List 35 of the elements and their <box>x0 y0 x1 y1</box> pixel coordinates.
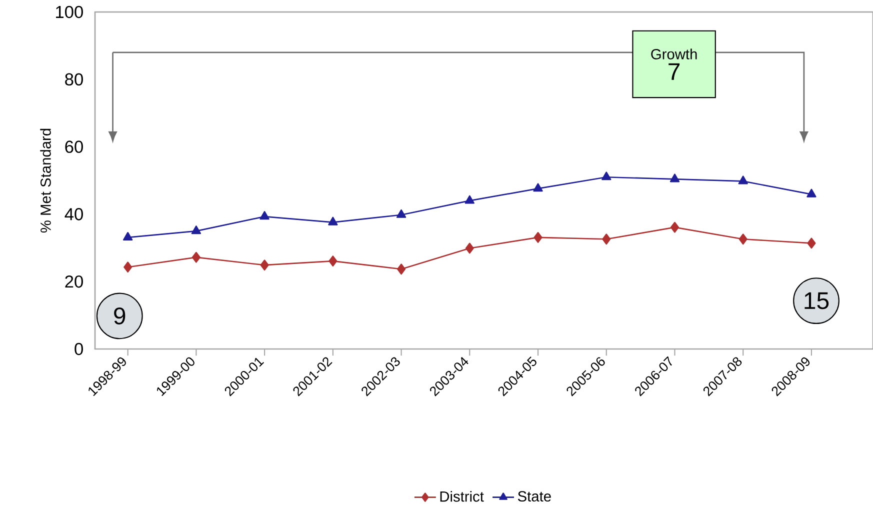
point <box>670 222 680 233</box>
point <box>602 234 611 245</box>
point <box>260 211 270 220</box>
legend-label: State <box>518 491 551 502</box>
legend-label: District <box>440 490 484 502</box>
point <box>602 172 612 180</box>
annotation: 15 <box>804 292 829 310</box>
point <box>465 242 474 254</box>
y-tick-label: 20 <box>65 275 83 288</box>
point <box>670 174 680 182</box>
point <box>396 209 406 218</box>
point <box>397 264 406 275</box>
annotation: 7 <box>668 63 680 80</box>
point <box>533 183 543 192</box>
point <box>807 238 816 249</box>
y-tick-label: 100 <box>56 6 83 18</box>
point <box>328 216 338 226</box>
point <box>738 176 748 184</box>
y-tick-label: 0 <box>74 342 83 356</box>
point <box>738 234 748 245</box>
point <box>464 195 474 204</box>
point <box>124 262 132 273</box>
point <box>534 232 542 243</box>
y-tick-label: 80 <box>65 73 83 86</box>
annotation: 9 <box>114 307 126 324</box>
annotation: Growth <box>651 48 697 60</box>
y-tick-label: 60 <box>65 140 83 153</box>
point <box>328 256 338 266</box>
point <box>191 226 202 234</box>
point <box>192 252 200 263</box>
point <box>806 188 816 198</box>
point <box>260 260 269 271</box>
y-tick-label: 40 <box>64 208 83 220</box>
y-axis-title: % Met Standard <box>40 128 51 233</box>
point <box>123 232 133 241</box>
